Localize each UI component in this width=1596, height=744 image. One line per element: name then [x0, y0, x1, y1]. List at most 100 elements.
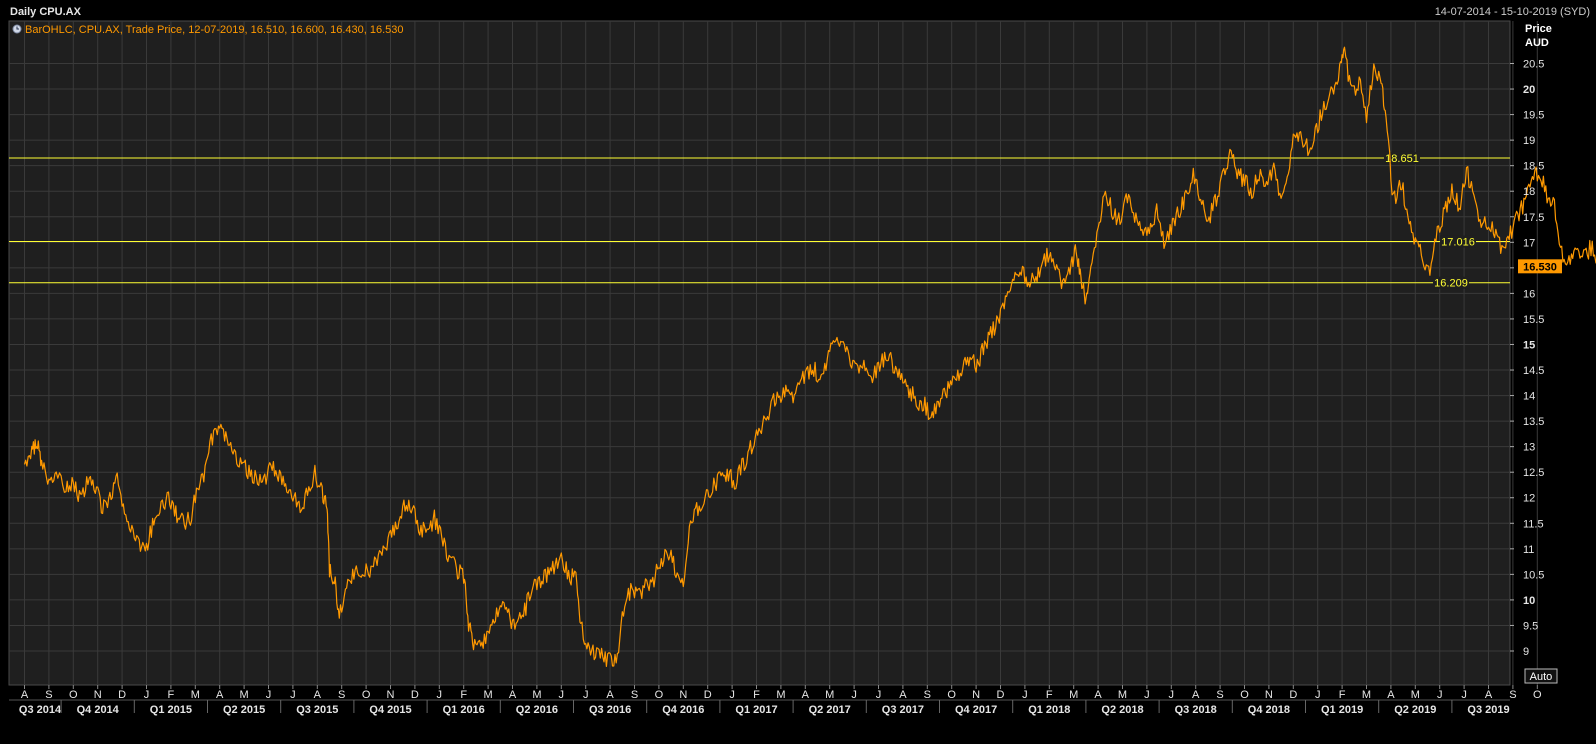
- level-label: 18.651: [1385, 153, 1419, 165]
- x-month-label: J: [851, 689, 857, 701]
- x-month-label: N: [679, 689, 687, 701]
- y-tick-label: 16: [1523, 288, 1535, 300]
- x-quarter-label: Q4 2014: [77, 704, 120, 716]
- x-month-label: S: [1216, 689, 1223, 701]
- level-label-bg: [1384, 151, 1420, 164]
- x-month-label: S: [631, 689, 638, 701]
- x-month-label: S: [1509, 689, 1516, 701]
- x-month-label: O: [655, 689, 664, 701]
- date-range: 14-07-2014 - 15-10-2019 (SYD): [1435, 6, 1590, 18]
- level-label-bg: [1433, 276, 1469, 289]
- x-month-label: O: [69, 689, 78, 701]
- x-quarter-label: Q4 2017: [955, 704, 997, 716]
- x-quarter-label: Q3 2019: [1467, 704, 1509, 716]
- price-series: [23, 46, 1596, 667]
- x-month-label: J: [266, 689, 272, 701]
- x-month-label: M: [1118, 689, 1127, 701]
- x-month-label: A: [899, 689, 907, 701]
- y-tick-label: 19: [1523, 135, 1535, 147]
- x-month-label: J: [144, 689, 150, 701]
- x-month-label: S: [45, 689, 52, 701]
- x-month-label: A: [216, 689, 224, 701]
- price-axis-label: Price: [1525, 23, 1552, 35]
- level-label-bg: [1440, 235, 1476, 248]
- x-quarter-label: Q2 2017: [809, 704, 851, 716]
- x-quarter-label: Q1 2015: [150, 704, 192, 716]
- y-tick-label: 20.5: [1523, 59, 1544, 71]
- x-month-label: F: [753, 689, 760, 701]
- plot-area[interactable]: [8, 20, 1511, 686]
- last-price-label: 16.530: [1523, 261, 1557, 273]
- chart-title: Daily CPU.AX: [10, 6, 82, 18]
- x-quarter-label: Q1 2019: [1321, 704, 1363, 716]
- x-month-label: D: [118, 689, 126, 701]
- x-quarter-label: Q3 2016: [589, 704, 631, 716]
- x-month-label: F: [168, 689, 175, 701]
- x-month-label: M: [1362, 689, 1371, 701]
- y-tick-label: 19.5: [1523, 110, 1544, 122]
- x-quarter-label: Q3 2018: [1175, 704, 1217, 716]
- x-month-label: M: [825, 689, 834, 701]
- x-month-label: M: [484, 689, 493, 701]
- x-month-label: F: [460, 689, 467, 701]
- y-tick-label: 11.5: [1523, 518, 1544, 530]
- y-tick-label: 17.5: [1523, 212, 1544, 224]
- x-quarter-label: Q4 2015: [369, 704, 411, 716]
- y-tick-label: 15.5: [1523, 314, 1544, 326]
- x-month-label: A: [509, 689, 517, 701]
- x-quarter-label: Q2 2018: [1101, 704, 1143, 716]
- y-tick-label: 10: [1523, 595, 1535, 607]
- y-tick-label: 20: [1523, 84, 1535, 96]
- x-quarter-label: Q1 2016: [443, 704, 485, 716]
- x-month-label: J: [1461, 689, 1467, 701]
- x-month-label: D: [411, 689, 419, 701]
- x-month-label: J: [729, 689, 735, 701]
- x-month-label: A: [314, 689, 322, 701]
- y-tick-label: 9.5: [1523, 620, 1538, 632]
- series-legend[interactable]: BarOHLC, CPU.AX, Trade Price, 12-07-2019…: [12, 24, 404, 36]
- x-month-label: N: [94, 689, 102, 701]
- x-month-label: S: [338, 689, 345, 701]
- x-quarter-label: Q4 2018: [1248, 704, 1290, 716]
- x-quarter-label: Q4 2016: [662, 704, 704, 716]
- y-tick-label: 13.5: [1523, 416, 1544, 428]
- x-month-label: O: [947, 689, 956, 701]
- y-tick-label: 18: [1523, 186, 1535, 198]
- x-month-label: M: [1411, 689, 1420, 701]
- x-quarter-label: Q1 2017: [735, 704, 777, 716]
- level-label: 16.209: [1434, 278, 1468, 290]
- y-tick-label: 10.5: [1523, 569, 1544, 581]
- x-month-label: J: [1022, 689, 1028, 701]
- x-month-label: O: [1533, 689, 1542, 701]
- horizontal-level-lines: 18.651 17.016 16.209: [9, 151, 1510, 290]
- x-quarter-label: Q2 2016: [516, 704, 558, 716]
- y-tick-label: 12.5: [1523, 467, 1544, 479]
- x-month-label: F: [1339, 689, 1346, 701]
- auto-label: Auto: [1530, 671, 1553, 683]
- x-month-label: J: [876, 689, 882, 701]
- legend-text: BarOHLC, CPU.AX, Trade Price, 12-07-2019…: [25, 24, 404, 36]
- x-month-label: S: [924, 689, 931, 701]
- x-month-label: M: [776, 689, 785, 701]
- currency-axis-label: AUD: [1525, 37, 1549, 49]
- x-month-label: J: [1144, 689, 1150, 701]
- x-month-label: J: [1169, 689, 1175, 701]
- y-axis[interactable]: Price AUD 9 9.5 10 10.5 11 11.5 12 12.5 13 13.5 14…: [1510, 23, 1552, 658]
- y-tick-label: 12: [1523, 493, 1535, 505]
- auto-scale-button[interactable]: Auto: [1524, 668, 1558, 684]
- x-month-label: N: [1265, 689, 1273, 701]
- clock-hand-icon: [16, 26, 19, 30]
- x-quarter-label: Q3 2015: [296, 704, 338, 716]
- last-price-badge: 16.530: [1518, 259, 1562, 274]
- price-line: [23, 46, 1596, 667]
- x-month-label: J: [290, 689, 296, 701]
- x-quarter-label: Q1 2018: [1028, 704, 1070, 716]
- x-quarter-label: Q2 2019: [1394, 704, 1436, 716]
- x-month-label: J: [437, 689, 443, 701]
- x-month-label: N: [972, 689, 980, 701]
- x-quarter-label: Q2 2015: [223, 704, 265, 716]
- x-month-label: M: [240, 689, 249, 701]
- x-month-label: J: [583, 689, 589, 701]
